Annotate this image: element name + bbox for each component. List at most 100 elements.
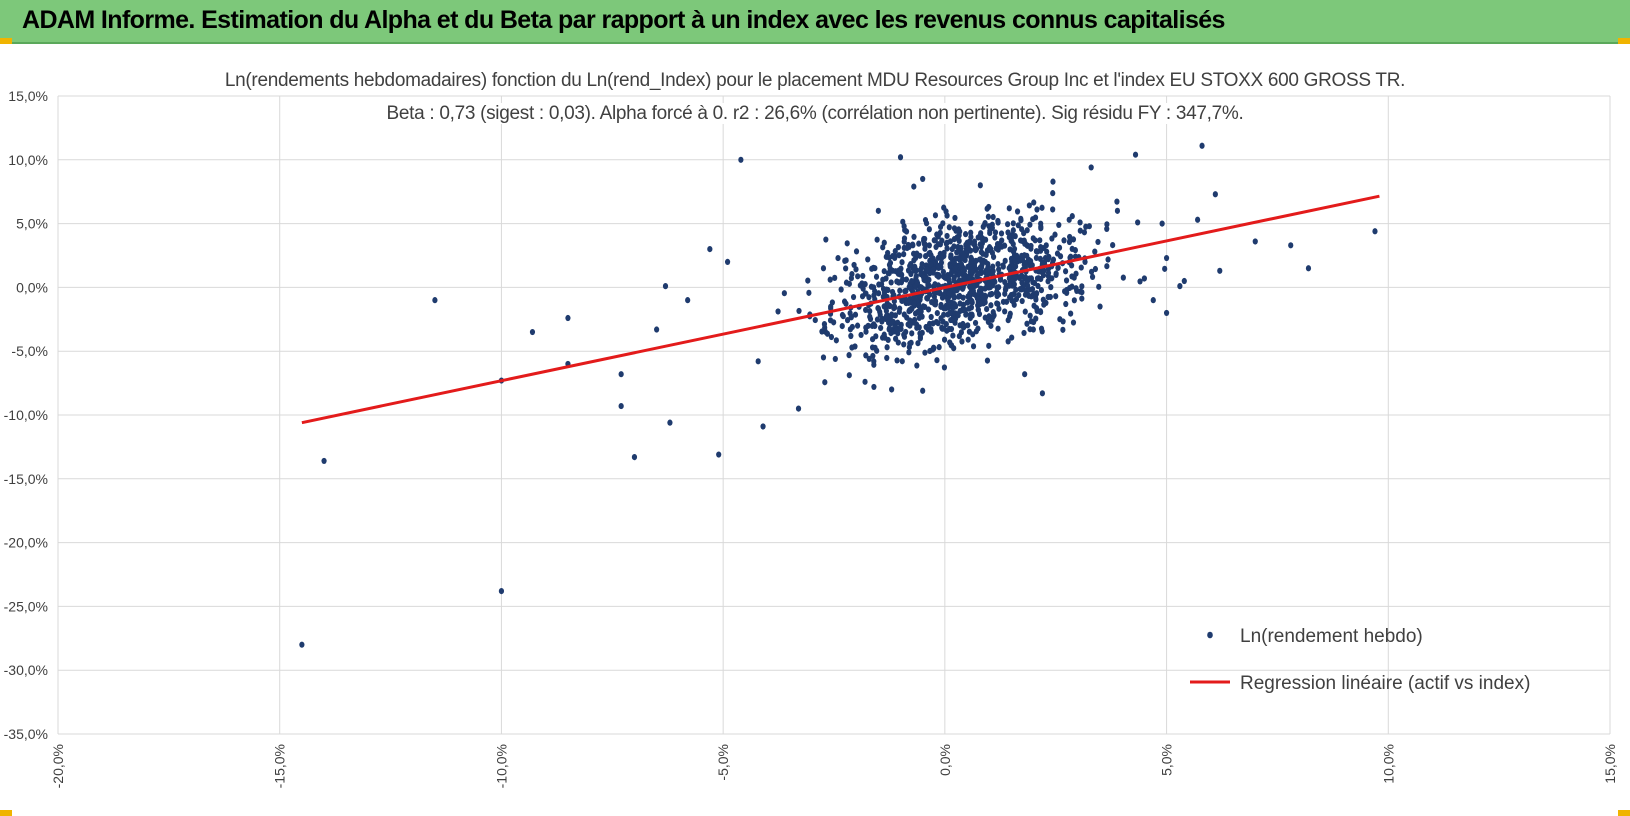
scatter-point [1019,279,1025,286]
scatter-point [975,270,981,278]
scatter-point [887,259,894,267]
scatter-point [1012,257,1018,264]
scatter-point [853,266,859,273]
scatter-point [885,336,891,344]
scatter-point [995,325,1001,332]
scatter-point [1022,240,1028,247]
scatter-point [872,288,878,295]
scatter-point [1038,225,1044,232]
scatter-point [1081,229,1088,236]
scatter-point [1092,248,1098,255]
scatter-point [962,231,969,238]
scatter-point [863,328,869,335]
scatter-point [907,340,913,347]
scatter-point [1163,254,1170,262]
scatter-point [1002,242,1008,249]
scatter-point [961,253,967,260]
scatter-point [935,254,942,261]
scatter-point [970,331,976,338]
scatter-point [997,276,1004,283]
scatter-point [972,319,979,327]
scatter-point [1034,206,1040,213]
scatter-point [946,276,952,284]
scatter-point [1027,312,1033,319]
scatter-point [862,281,868,288]
scatter-point [1078,264,1084,271]
scatter-point [1031,279,1038,287]
x-tick-label: -10,0% [493,744,509,788]
scatter-point [949,305,956,312]
scatter-point [1010,227,1016,234]
scatter-point [990,213,996,221]
scatter-point [805,277,811,284]
scatter-point [897,268,903,275]
scatter-point [848,313,854,320]
scatter-point [1159,220,1165,227]
scatter-point [871,383,877,391]
scatter-point [874,236,880,243]
scatter-point [892,248,898,255]
scatter-point [796,307,802,315]
scatter-point [914,279,921,287]
scatter-point [896,252,902,259]
scatter-point [907,322,913,329]
scatter-point [1050,190,1056,197]
scatter-point [846,372,852,379]
scatter-point [908,305,914,312]
scatter-point [996,284,1002,291]
scatter-point [941,336,948,343]
scatter-point [1014,208,1021,215]
scatter-point [1011,245,1018,253]
scatter-point [846,352,852,359]
scatter-point [685,297,691,304]
scatter-point [967,283,973,290]
y-tick-label: -20,0% [4,535,48,551]
scatter-point [1022,371,1028,378]
scatter-point [905,241,911,249]
scatter-point [1049,275,1055,282]
scatter-point [993,245,999,252]
scatter-point [1013,252,1020,259]
scatter-point [862,378,868,385]
scatter-point [988,245,994,253]
scatter-point [876,290,882,297]
scatter-point [987,227,993,234]
scatter-point [1028,242,1034,250]
y-tick-label: -35,0% [4,726,48,742]
scatter-point [1135,219,1141,226]
scatter-point [957,270,963,277]
scatter-point [995,219,1001,226]
corner-marker [1618,810,1630,816]
scatter-point [988,322,994,329]
scatter-point [806,289,812,296]
scatter-point [920,387,926,394]
scatter-point [1089,273,1096,281]
scatter-point [955,293,962,300]
scatter-point [889,386,895,393]
scatter-point [920,303,926,310]
scatter-point [925,306,932,313]
scatter-point [935,262,941,270]
scatter-point [928,313,934,321]
scatter-point [1011,290,1017,298]
scatter-point [966,292,972,299]
scatter-point [820,265,827,272]
scatter-point [941,364,948,371]
scatter-point [966,239,972,247]
scatter-point [911,183,917,190]
scatter-point [1061,237,1067,244]
scatter-point [866,294,872,301]
scatter-point [755,358,761,365]
scatter-point [1049,235,1055,242]
scatter-point [1010,240,1016,248]
scatter-point [1024,320,1030,327]
scatter-point [986,342,992,349]
scatter-point [985,268,991,275]
scatter-point [968,258,974,266]
scatter-point [1071,297,1077,304]
scatter-point [889,318,895,325]
scatter-point [1079,295,1085,302]
scatter-point [667,419,673,426]
scatter-point [844,240,850,247]
scatter-point [945,304,951,311]
